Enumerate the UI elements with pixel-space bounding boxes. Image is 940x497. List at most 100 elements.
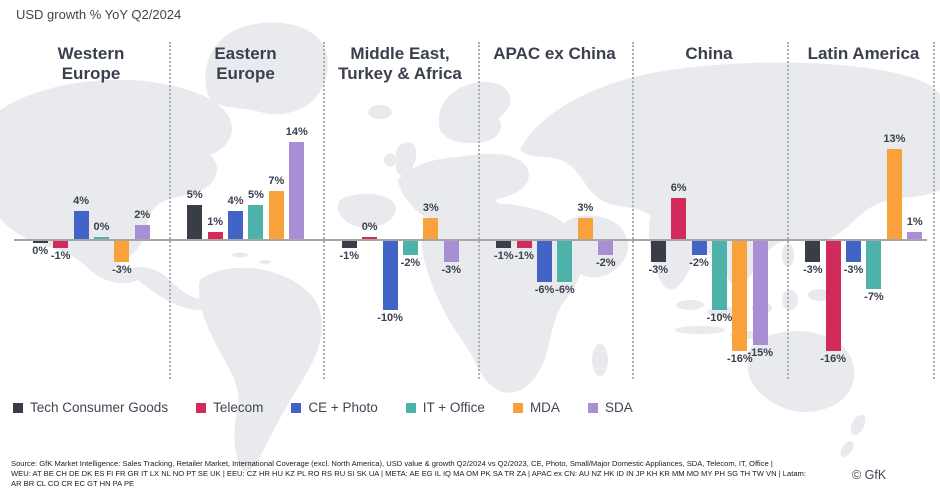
bar-value-label: -16% xyxy=(820,353,846,366)
bar-value-label: -3% xyxy=(843,263,864,276)
bar-value-label: 1% xyxy=(207,216,224,229)
bar-ce-photo xyxy=(846,241,862,262)
bar-value-label: -2% xyxy=(400,256,421,269)
bar-ce-photo xyxy=(691,241,707,255)
bar-value-label: -3% xyxy=(112,263,132,276)
chart-legend: Tech Consumer Goods Telecom CE + Photo IT +… xyxy=(13,400,633,415)
region-divider xyxy=(632,42,634,379)
bar-value-label: -3% xyxy=(441,263,462,276)
region-header: Middle East, Turkey & Africa xyxy=(323,44,477,84)
legend-label: Tech Consumer Goods xyxy=(30,400,169,415)
bar-value-label: -3% xyxy=(802,263,823,276)
bar-value-label: -2% xyxy=(595,256,616,269)
region-divider xyxy=(477,42,480,379)
bar-value-label: -6% xyxy=(555,284,575,297)
region-divider xyxy=(786,42,789,379)
region-header-line: APAC ex China xyxy=(493,44,616,63)
bar-tech-consumer-goods xyxy=(32,241,48,243)
legend-item: CE + Photo xyxy=(291,400,378,415)
region-header: China xyxy=(632,44,786,64)
bar-value-label: -15% xyxy=(747,346,774,359)
legend-item: IT + Office xyxy=(405,400,485,415)
bar-it-office xyxy=(402,241,418,255)
bar-mda xyxy=(886,149,902,239)
bar-value-label: 14% xyxy=(285,126,308,139)
bar-value-label: 6% xyxy=(670,181,687,194)
legend-label: IT + Office xyxy=(422,400,485,415)
zero-axis-line xyxy=(14,239,927,241)
region-header: APAC ex China xyxy=(478,44,632,64)
bar-mda xyxy=(268,190,284,239)
chart-title: USD growth % YoY Q2/2024 xyxy=(16,7,182,22)
legend-item: MDA xyxy=(512,400,560,415)
bar-value-label: 3% xyxy=(422,202,439,215)
bar-ce-photo xyxy=(228,211,244,239)
region-header: Western Europe xyxy=(14,44,168,84)
region-divider xyxy=(323,42,325,379)
bar-ce-photo xyxy=(382,241,398,310)
bar-mda xyxy=(114,241,130,262)
region-header-line: Eastern xyxy=(214,44,277,63)
bar-value-label: -10% xyxy=(377,312,403,324)
bar-mda xyxy=(732,241,748,352)
bar-ce-photo xyxy=(537,241,553,283)
region-header-line: Western xyxy=(57,44,125,63)
bar-value-label: 2% xyxy=(134,209,151,222)
bar-telecom xyxy=(53,241,69,248)
copyright-label: © GfK xyxy=(852,468,887,482)
bar-value-label: 0% xyxy=(93,221,110,233)
legend-swatch xyxy=(13,402,23,413)
bar-it-office xyxy=(248,204,264,239)
bar-value-label: -1% xyxy=(339,249,360,262)
bar-value-label: 7% xyxy=(268,174,285,187)
bar-tech-consumer-goods xyxy=(496,241,512,248)
bar-value-label: -10% xyxy=(706,312,733,324)
region-header: Latin America xyxy=(787,44,940,64)
bar-value-label: 4% xyxy=(227,195,244,208)
bar-sda xyxy=(907,232,923,239)
bar-sda xyxy=(752,241,768,345)
bar-value-label: 3% xyxy=(577,202,594,215)
legend-swatch xyxy=(512,402,523,413)
bar-telecom xyxy=(825,241,841,352)
bar-ce-photo xyxy=(73,211,89,239)
bar-it-office xyxy=(93,237,109,239)
bar-value-label: -1% xyxy=(493,249,514,262)
source-note-line: AR BR CL CO CR EC GT HN PA PE xyxy=(11,479,135,489)
bar-value-label: 5% xyxy=(186,188,203,201)
bar-value-label: -3% xyxy=(648,263,669,276)
legend-label: SDA xyxy=(604,400,633,415)
bar-telecom xyxy=(671,197,687,239)
legend-item: Telecom xyxy=(196,400,263,415)
bar-tech-consumer-goods xyxy=(341,241,357,248)
source-note: Source: GfK Market Intelligence: Sales T… xyxy=(11,459,927,489)
legend-swatch xyxy=(196,402,207,413)
region-header-line: Europe xyxy=(216,64,275,84)
source-note-line: Source: GfK Market Intelligence: Sales T… xyxy=(11,459,773,468)
region-header-line: China xyxy=(685,44,733,63)
region-header-line: Middle East, xyxy=(350,44,450,63)
bar-value-label: -1% xyxy=(50,249,71,262)
bar-value-label: 4% xyxy=(73,195,89,208)
bar-tech-consumer-goods xyxy=(805,241,821,262)
legend-label: Telecom xyxy=(213,400,264,415)
bar-value-label: 13% xyxy=(883,133,906,146)
bar-it-office xyxy=(711,241,727,310)
legend-label: MDA xyxy=(529,400,560,415)
bar-it-office xyxy=(557,241,573,283)
bar-value-label: -7% xyxy=(864,291,884,304)
bar-value-label: -1% xyxy=(514,249,534,262)
region-header-line: Turkey & Africa xyxy=(338,64,462,84)
bar-tech-consumer-goods xyxy=(650,241,666,262)
region-header-line: Latin America xyxy=(807,44,920,63)
bar-tech-consumer-goods xyxy=(187,204,203,239)
bar-telecom xyxy=(362,237,378,239)
region-header-line: Europe xyxy=(61,64,121,84)
bar-mda xyxy=(423,218,439,239)
bar-it-office xyxy=(866,241,882,290)
legend-item: SDA xyxy=(587,400,633,415)
bar-value-label: -6% xyxy=(534,284,555,297)
region-header: Eastern Europe xyxy=(169,44,323,84)
